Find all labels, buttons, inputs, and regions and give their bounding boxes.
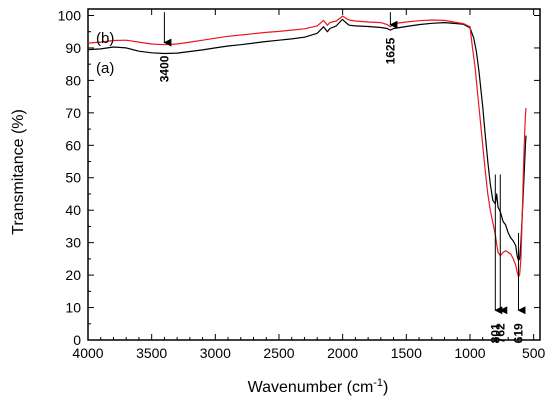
y-axis-title: Transmitance (%) <box>10 109 27 235</box>
y-tick-label: 90 <box>65 40 81 56</box>
x-tick-label: 500 <box>522 345 546 361</box>
x-tick-label: 4000 <box>72 345 103 361</box>
y-tick-label: 20 <box>65 267 81 283</box>
y-tick-label: 80 <box>65 72 81 88</box>
annotation-label: 619 <box>511 323 525 343</box>
series-lines <box>87 15 527 278</box>
x-tick-label: 1500 <box>391 345 422 361</box>
series-line-a <box>87 18 527 262</box>
y-tick-label: 100 <box>58 7 82 23</box>
annotation-619: 619 <box>511 232 526 343</box>
x-tick-label: 1000 <box>454 345 485 361</box>
y-tick-label: 10 <box>65 300 81 316</box>
annotation-label: 762 <box>493 323 507 343</box>
y-tick-label: 0 <box>73 332 81 348</box>
y-tick-label: 60 <box>65 137 81 153</box>
y-tick-label: 50 <box>65 170 81 186</box>
y-tick-label: 70 <box>65 105 81 121</box>
x-axis-title-close: ) <box>383 379 388 396</box>
series-labels: (b) (a) <box>96 30 114 77</box>
series-label-b: (b) <box>96 30 114 47</box>
plot-frame <box>87 8 541 341</box>
x-tick-label: 2000 <box>327 345 358 361</box>
y-tick-label: 40 <box>65 202 81 218</box>
x-axis-title: Wavenumber (cm-1) <box>248 377 389 396</box>
annotation-762: 762 <box>493 174 508 343</box>
annotation-label: 3400 <box>157 55 171 82</box>
annotation-label: 1625 <box>383 37 397 64</box>
series-line-b <box>87 15 527 278</box>
x-tick-label: 3500 <box>136 345 167 361</box>
x-tick-label: 3000 <box>200 345 231 361</box>
series-label-a: (a) <box>96 60 114 77</box>
x-tick-label: 2500 <box>263 345 294 361</box>
y-tick-label: 30 <box>65 235 81 251</box>
x-axis-title-main: Wavenumber (cm <box>248 379 374 396</box>
axes: 4000 3500 3000 2500 2000 1500 1000 500 0 10 20 30 40… <box>58 7 546 361</box>
annotation-1625: 1625 <box>383 12 398 64</box>
annotation-label: 801 <box>488 323 502 343</box>
x-axis-title-superscript: -1 <box>373 377 383 389</box>
annotation-3400: 3400 <box>157 12 172 82</box>
annotation-801: 801 <box>488 174 503 343</box>
